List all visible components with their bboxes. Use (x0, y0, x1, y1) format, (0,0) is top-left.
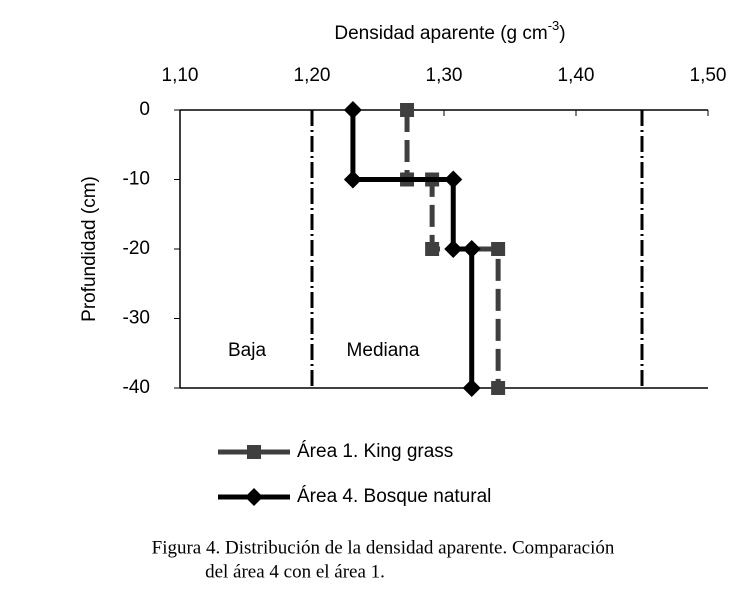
data-point (400, 103, 415, 117)
x-tick-label: 1,40 (558, 65, 595, 86)
data-point (444, 240, 463, 258)
data-point (491, 242, 506, 256)
y-tick-label: -30 (123, 308, 150, 329)
x-tick-label: 1,10 (162, 65, 199, 86)
series-line (404, 110, 501, 388)
legend-label: Área 4. Bosque natural (297, 486, 491, 507)
data-point (462, 240, 481, 258)
caption: del área 4 con el área 1. (205, 561, 385, 582)
data-point (491, 381, 506, 395)
x-tick-label: 1,50 (690, 65, 727, 86)
x-axis-title-end: ) (559, 23, 565, 44)
x-axis-title: Densidad aparente (g cm-3) (334, 18, 565, 44)
y-tick-label: -20 (123, 238, 150, 259)
data-point (462, 379, 481, 397)
data-point (444, 170, 463, 189)
legend-marker (245, 488, 263, 506)
x-tick-label: 1,30 (426, 65, 463, 86)
y-axis-title: Profundidad (cm) (79, 176, 100, 322)
data-point (343, 101, 362, 119)
series-line (350, 110, 475, 388)
x-axis-title-sup: -3 (548, 18, 560, 33)
annotation: Mediana (347, 340, 420, 361)
legend-marker (247, 445, 261, 459)
x-axis-title-main: Densidad aparente (g cm (334, 23, 547, 44)
legend-label: Área 1. King grass (297, 441, 453, 462)
x-tick-label: 1,20 (294, 65, 331, 86)
data-point (425, 242, 440, 256)
caption: Figura 4. Distribución de la densidad ap… (152, 537, 615, 558)
y-tick-label: -40 (123, 377, 150, 398)
data-point (343, 170, 362, 189)
annotation: Baja (228, 340, 266, 361)
y-tick-label: 0 (139, 99, 150, 120)
y-tick-label: -10 (123, 169, 150, 190)
